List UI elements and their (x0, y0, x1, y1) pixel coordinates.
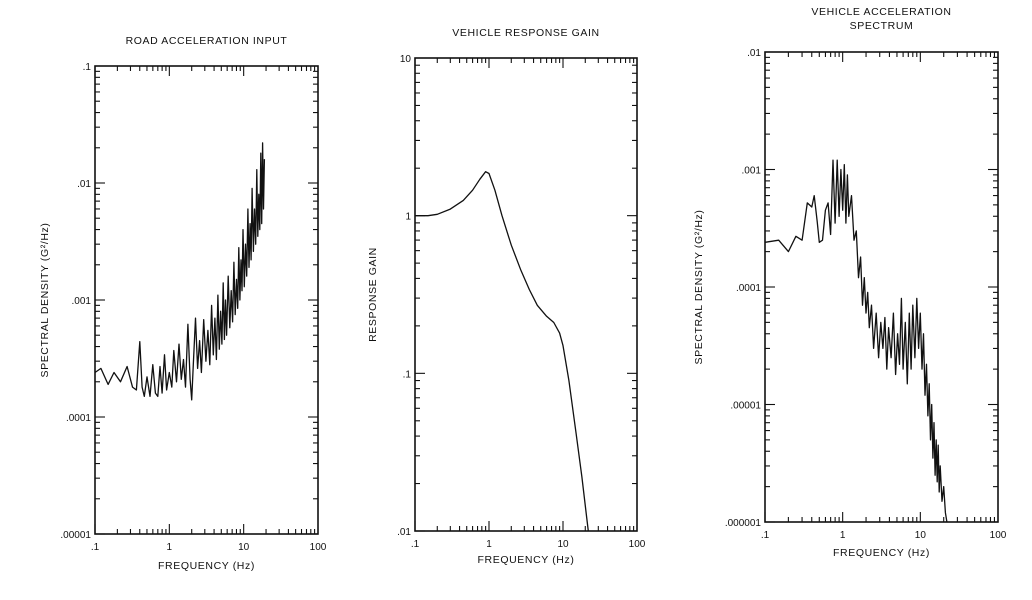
x-tick-label: 1 (486, 539, 492, 550)
vehicle-acceleration-spectrum-chart: .1 1 10 100 .000001 .00001 .0001 .001 .01 VEHICLE… (693, 6, 1007, 559)
series-line (94, 142, 266, 401)
y-tick-label: .0001 (66, 413, 91, 424)
x-tick-label: 1 (840, 530, 846, 541)
x-tick-label: .1 (761, 530, 770, 541)
axis-ticks (414, 58, 637, 532)
series-line (415, 171, 589, 532)
x-axis-label: FREQUENCY (Hz) (833, 547, 930, 559)
chart-title: ROAD ACCELERATION INPUT (126, 35, 288, 47)
chart-title: VEHICLE ACCELERATION (811, 6, 951, 18)
y-tick-label: 10 (400, 54, 412, 65)
x-tick-label: 100 (990, 530, 1007, 541)
y-axis-label: SPECTRAL DENSITY (G²/Hz) (39, 222, 51, 377)
x-tick-label: 100 (629, 539, 646, 550)
axis-ticks (94, 66, 318, 535)
y-tick-label: .00001 (730, 401, 761, 412)
chart-title: VEHICLE RESPONSE GAIN (452, 27, 599, 39)
y-tick-label: .001 (742, 166, 762, 177)
y-axis-label: SPECTRAL DENSITY (G²/Hz) (693, 209, 705, 364)
x-tick-label: 10 (557, 539, 569, 550)
y-tick-label: .01 (77, 179, 91, 190)
x-tick-label: 10 (238, 542, 250, 553)
y-tick-label: .01 (397, 527, 411, 538)
x-tick-label: 1 (167, 542, 173, 553)
y-tick-label: 1 (405, 212, 411, 223)
y-tick-label: .0001 (736, 283, 761, 294)
y-tick-label: .001 (72, 296, 92, 307)
y-tick-label: .01 (747, 48, 761, 59)
x-tick-label: .1 (91, 542, 100, 553)
plot-frame (94, 65, 319, 535)
plot-frame (764, 51, 999, 523)
y-tick-label: .000001 (725, 518, 762, 529)
plot-frame (414, 57, 638, 532)
axis-ticks (764, 52, 998, 523)
x-tick-label: 100 (310, 542, 327, 553)
x-axis-label: FREQUENCY (Hz) (478, 554, 575, 566)
road-acceleration-input-chart: .1 1 10 100 .00001 .0001 .001 .01 .1 ROAD ACCELER… (39, 35, 327, 572)
y-axis-label: RESPONSE GAIN (367, 247, 379, 342)
y-tick-label: .1 (83, 62, 92, 73)
chart-title: SPECTRUM (850, 20, 914, 32)
y-tick-label: .00001 (60, 530, 91, 541)
series-line (764, 159, 948, 523)
x-tick-label: .1 (411, 539, 420, 550)
y-tick-label: .1 (403, 369, 412, 380)
x-tick-label: 10 (915, 530, 927, 541)
x-axis-label: FREQUENCY (Hz) (158, 560, 255, 572)
